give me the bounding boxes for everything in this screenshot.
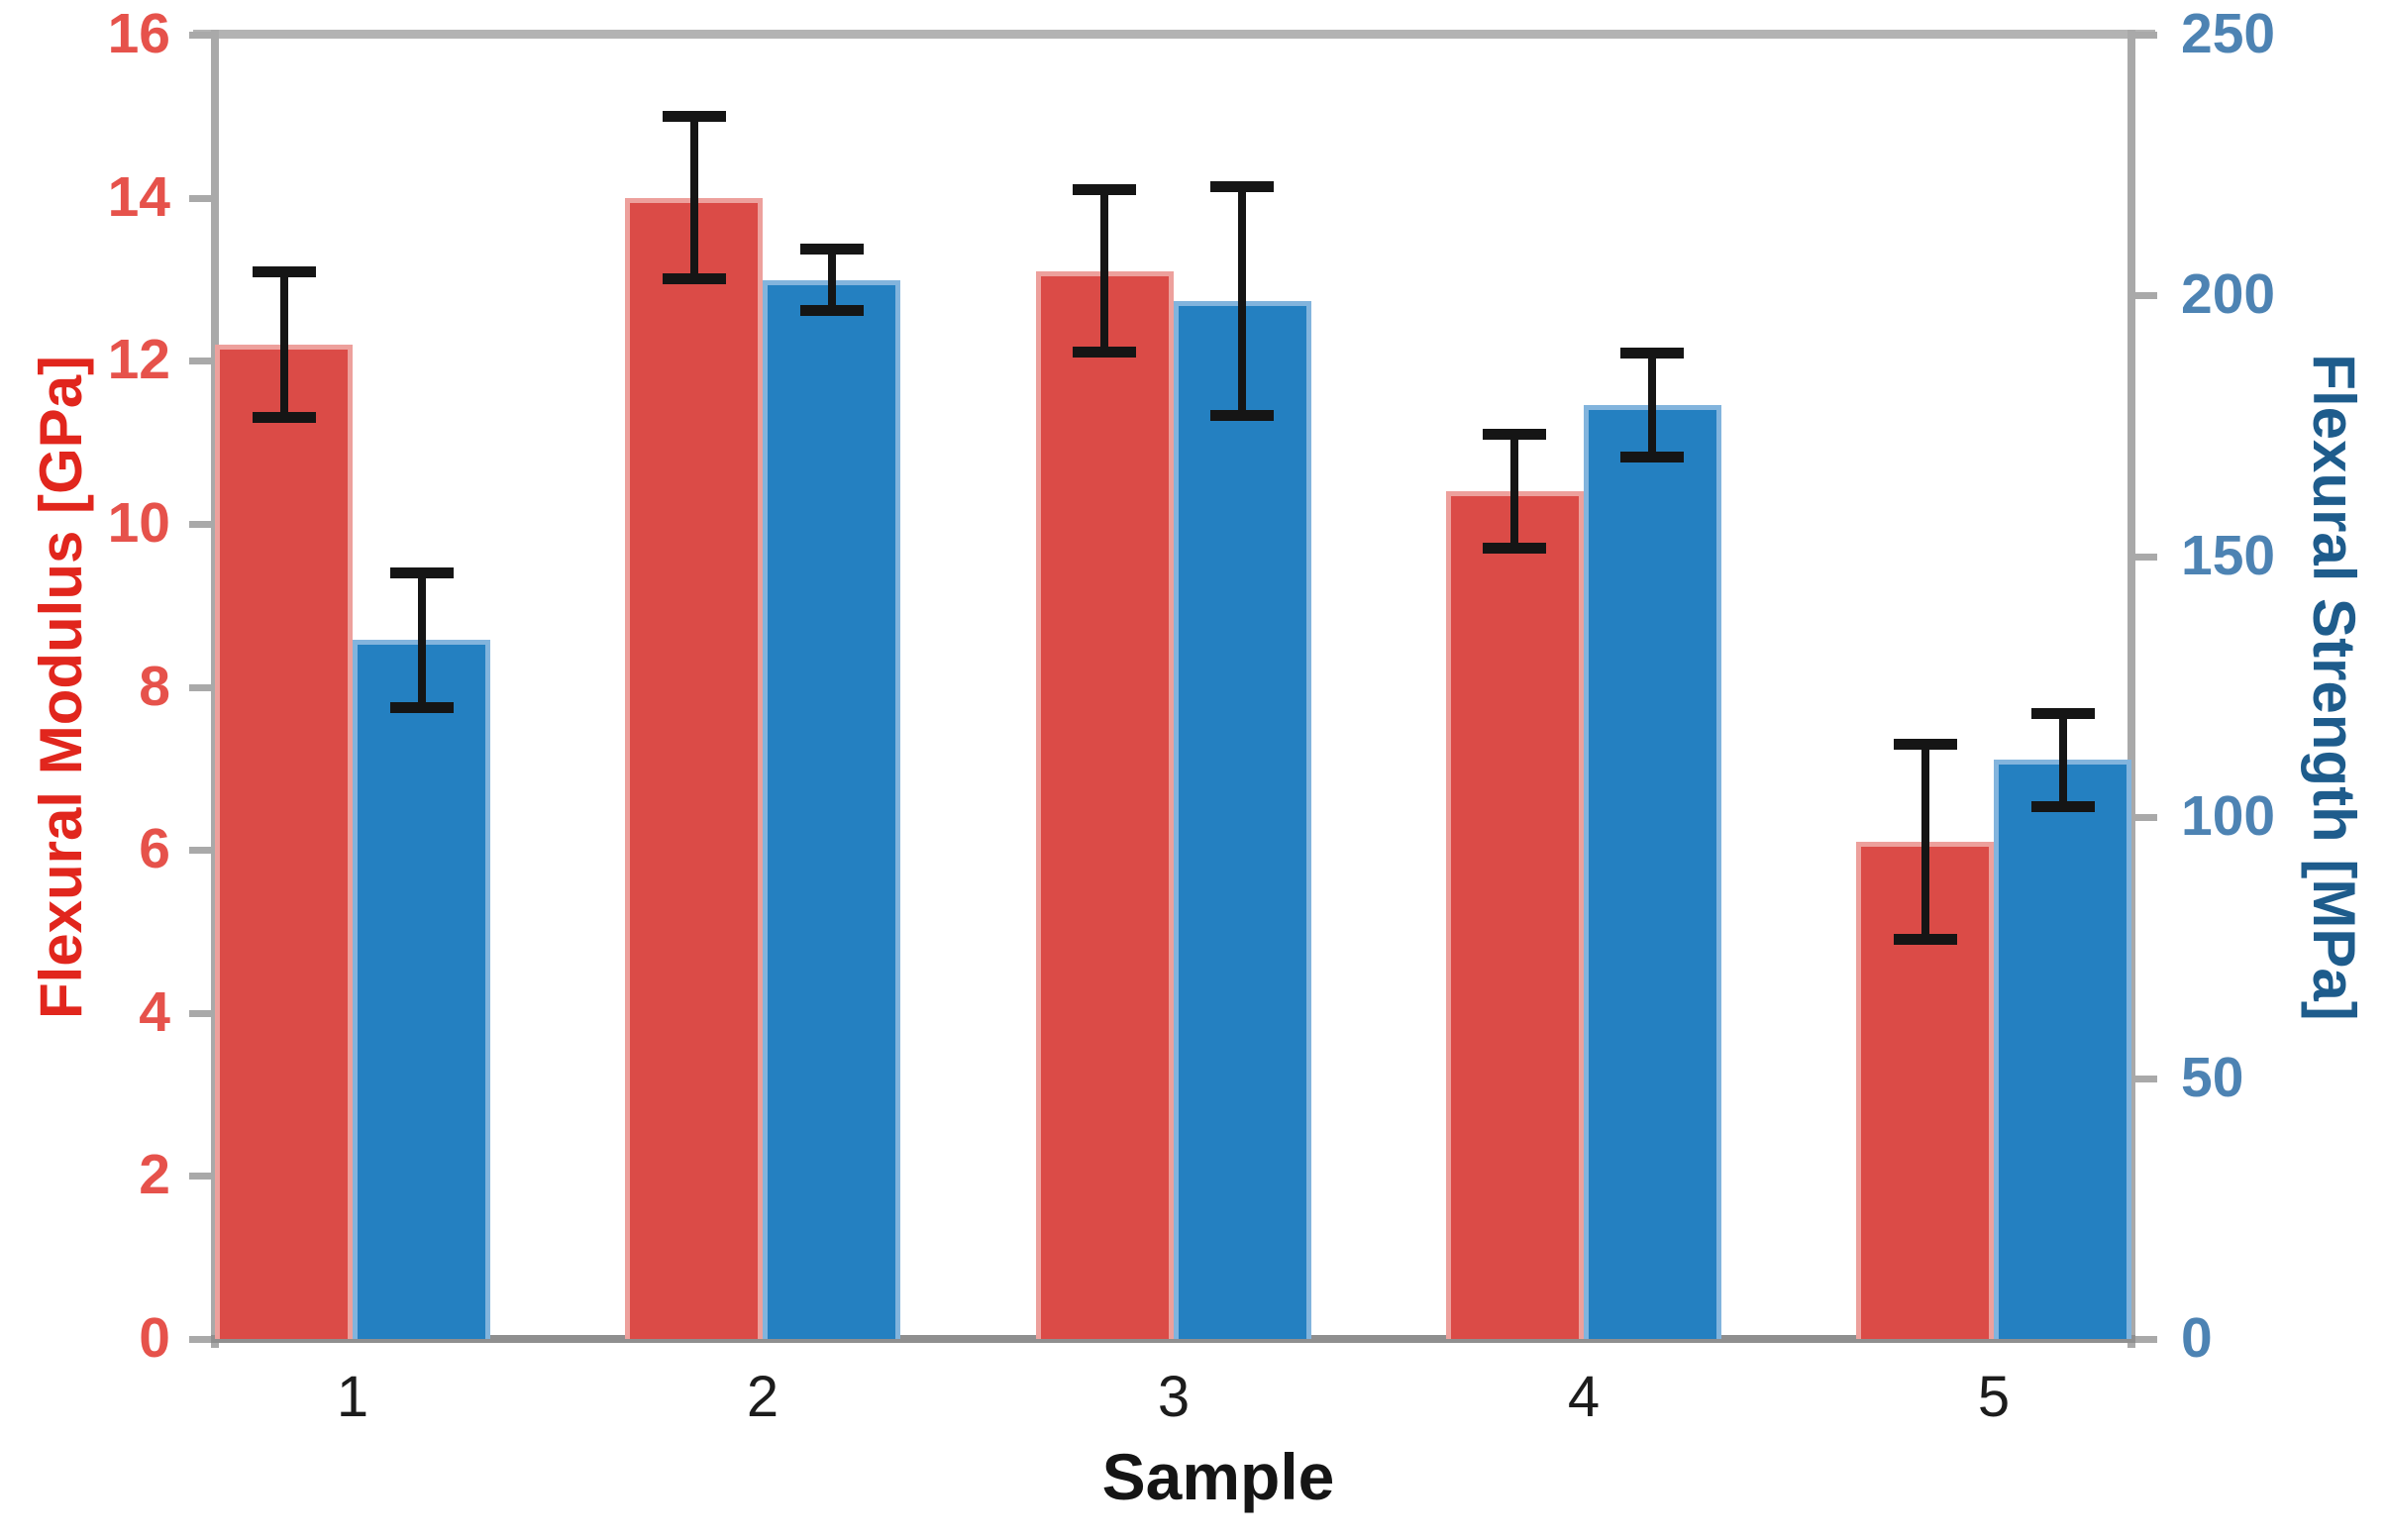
left-axis-tick-mark bbox=[189, 1010, 211, 1017]
error-bar bbox=[1648, 353, 1656, 457]
bar-modulus-sample-2 bbox=[625, 198, 763, 1339]
left-axis-tick-label: 14 bbox=[107, 165, 170, 229]
error-bar-top-cap bbox=[1620, 348, 1684, 359]
x-category-label: 1 bbox=[336, 1365, 369, 1429]
bar-strength-sample-2 bbox=[763, 280, 900, 1339]
error-bar bbox=[2059, 713, 2067, 807]
left-axis-tick-label: 8 bbox=[139, 655, 170, 718]
bar-strength-sample-3 bbox=[1174, 301, 1311, 1339]
right-axis-tick-mark bbox=[2135, 292, 2157, 299]
right-axis-tick-label: 50 bbox=[2181, 1046, 2244, 1109]
error-bar-bottom-cap bbox=[1894, 934, 1957, 945]
error-bar-bottom-cap bbox=[1620, 452, 1684, 462]
error-bar-top-cap bbox=[663, 111, 726, 122]
right-axis-tick-label: 100 bbox=[2181, 784, 2276, 848]
left-axis-tick-label: 4 bbox=[139, 980, 170, 1044]
error-bar-bottom-cap bbox=[800, 305, 864, 316]
bar-strength-sample-1 bbox=[353, 640, 490, 1339]
left-axis-tick-label: 2 bbox=[139, 1143, 170, 1206]
error-bar-top-cap bbox=[800, 244, 864, 255]
error-bar bbox=[1921, 744, 1929, 940]
x-category-label: 2 bbox=[746, 1365, 779, 1429]
left-axis-tick-label: 6 bbox=[139, 817, 170, 880]
right-axis-title: Flexural Strength [MPa] bbox=[2301, 354, 2367, 1021]
plot-top-border bbox=[193, 30, 2155, 39]
x-category-label: 5 bbox=[1977, 1365, 2011, 1429]
error-bar-top-cap bbox=[253, 266, 316, 277]
error-bar-top-cap bbox=[1894, 739, 1957, 750]
error-bar-bottom-cap bbox=[390, 702, 454, 713]
left-axis-tick-mark bbox=[189, 32, 211, 39]
bar-modulus-sample-3 bbox=[1036, 271, 1174, 1339]
error-bar-bottom-cap bbox=[253, 412, 316, 423]
right-axis-tick-label: 200 bbox=[2181, 262, 2276, 326]
error-bar-top-cap bbox=[1483, 429, 1546, 440]
bar-modulus-sample-4 bbox=[1446, 491, 1584, 1339]
error-bar bbox=[1510, 434, 1518, 548]
error-bar-top-cap bbox=[1210, 181, 1274, 192]
error-bar-top-cap bbox=[1073, 184, 1136, 195]
left-axis-tick-mark bbox=[189, 195, 211, 202]
error-bar bbox=[690, 116, 698, 279]
right-axis-tick-label: 150 bbox=[2181, 524, 2276, 587]
error-bar-top-cap bbox=[390, 567, 454, 578]
x-axis-line bbox=[211, 1335, 2135, 1343]
left-axis-tick-mark bbox=[189, 847, 211, 854]
right-axis-tick-mark bbox=[2135, 1336, 2157, 1343]
right-axis-tick-mark bbox=[2135, 554, 2157, 561]
left-axis-tick-label: 12 bbox=[107, 328, 170, 391]
x-category-label: 4 bbox=[1567, 1365, 1601, 1429]
right-axis-tick-label: 250 bbox=[2181, 2, 2276, 65]
left-axis-tick-label: 0 bbox=[139, 1306, 170, 1370]
error-bar-bottom-cap bbox=[1483, 543, 1546, 554]
bar-strength-sample-4 bbox=[1584, 405, 1721, 1339]
left-axis-tick-mark bbox=[189, 1173, 211, 1180]
error-bar bbox=[1238, 186, 1246, 416]
error-bar bbox=[1100, 189, 1108, 353]
error-bar-bottom-cap bbox=[1210, 410, 1274, 421]
right-axis-tick-mark bbox=[2135, 32, 2157, 39]
right-axis-tick-mark bbox=[2135, 814, 2157, 821]
bar-strength-sample-5 bbox=[1994, 760, 2131, 1339]
right-axis-tick-mark bbox=[2135, 1076, 2157, 1082]
left-axis-tick-label: 10 bbox=[107, 491, 170, 555]
left-axis-tick-mark bbox=[189, 1336, 211, 1343]
right-axis-line bbox=[2127, 30, 2135, 1348]
error-bar bbox=[280, 271, 288, 418]
right-axis-tick-label: 0 bbox=[2181, 1306, 2213, 1370]
left-axis-tick-mark bbox=[189, 684, 211, 691]
left-axis-tick-mark bbox=[189, 521, 211, 528]
error-bar bbox=[418, 572, 426, 708]
error-bar bbox=[828, 249, 836, 311]
left-axis-tick-label: 16 bbox=[107, 2, 170, 65]
x-axis-title: Sample bbox=[1101, 1440, 1335, 1513]
left-axis-tick-mark bbox=[189, 358, 211, 364]
error-bar-top-cap bbox=[2031, 708, 2095, 719]
x-category-label: 3 bbox=[1157, 1365, 1191, 1429]
error-bar-bottom-cap bbox=[663, 273, 726, 284]
bar-modulus-sample-1 bbox=[215, 345, 353, 1339]
error-bar-bottom-cap bbox=[1073, 347, 1136, 358]
error-bar-bottom-cap bbox=[2031, 801, 2095, 812]
